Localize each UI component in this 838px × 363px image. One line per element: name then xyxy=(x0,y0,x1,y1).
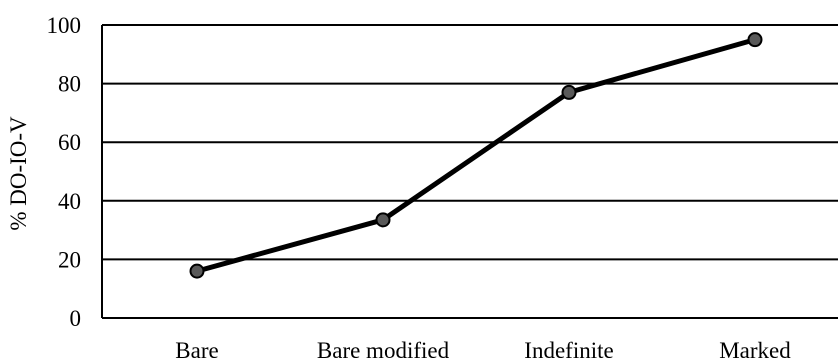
x-tick-label: Bare xyxy=(175,338,218,363)
data-point-bare-modified xyxy=(375,212,391,228)
series-markers xyxy=(189,32,763,279)
x-tick-label: Marked xyxy=(719,338,791,363)
y-axis-label: % DO-IO-V xyxy=(6,116,31,231)
x-tick-label: Bare modified xyxy=(317,338,450,363)
series-line xyxy=(194,37,758,274)
y-tick-label: 0 xyxy=(70,306,82,331)
y-tick-label: 40 xyxy=(58,189,81,214)
data-point-marked xyxy=(747,32,763,48)
x-tick-label: Indefinite xyxy=(524,338,613,363)
y-axis-ticks: 0 20 40 60 80 100 xyxy=(47,13,82,331)
y-tick-label: 20 xyxy=(58,247,81,272)
y-tick-label: 80 xyxy=(58,72,81,97)
x-axis-ticks: Bare Bare modified Indefinite Marked xyxy=(175,338,791,363)
data-point-bare xyxy=(189,263,205,279)
series-line-group xyxy=(194,37,758,274)
y-tick-label: 60 xyxy=(58,130,81,155)
y-tick-label: 100 xyxy=(47,13,82,38)
data-point-indefinite xyxy=(561,84,577,100)
gridlines xyxy=(101,24,838,319)
